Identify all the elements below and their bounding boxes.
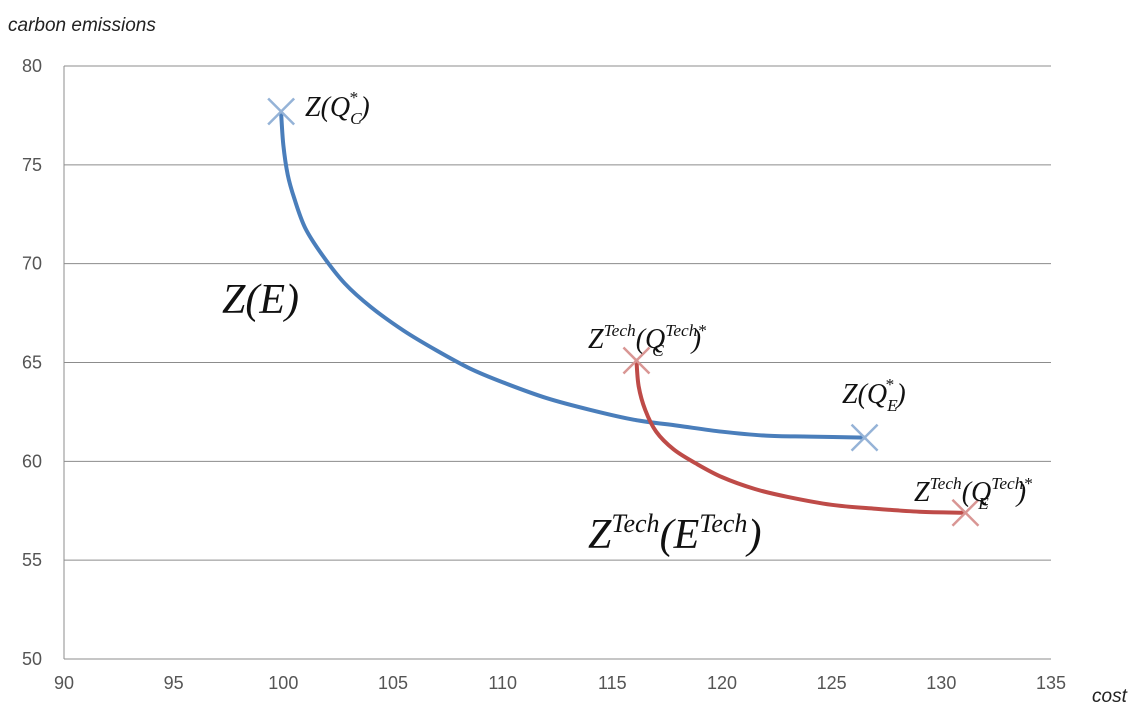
axes: [63, 66, 1051, 660]
annotation-ztech-qc: ZTech(QTech* C): [588, 321, 706, 360]
x-tick-90: 90: [54, 673, 74, 693]
x-marker-2: [850, 423, 879, 452]
annotation-z-qc: Z(QC*): [305, 88, 370, 128]
annotation-z-qe: Z(QE*): [842, 375, 906, 415]
x-tick-110: 110: [488, 673, 517, 693]
y-tick-labels: 50 55 60 65 70 75 80: [22, 56, 42, 669]
x-tick-120: 120: [707, 673, 737, 693]
x-tick-105: 105: [378, 673, 408, 693]
x-tick-135: 135: [1036, 673, 1066, 693]
y-tick-70: 70: [22, 254, 42, 274]
y-tick-80: 80: [22, 56, 42, 76]
point-markers: [267, 97, 980, 527]
x-tick-125: 125: [817, 673, 847, 693]
x-tick-130: 130: [926, 673, 956, 693]
series-lines: [279, 111, 966, 515]
y-axis-title: carbon emissions: [8, 15, 156, 36]
series-line-1: [279, 111, 867, 440]
annotation-z-e: Z(E): [222, 277, 299, 323]
x-axis-title: cost: [1092, 686, 1128, 707]
y-tick-55: 55: [22, 550, 42, 570]
x-tick-100: 100: [268, 673, 298, 693]
x-marker-4: [951, 498, 980, 527]
x-marker-1: [267, 97, 296, 126]
y-tick-50: 50: [22, 649, 42, 669]
y-tick-60: 60: [22, 451, 42, 471]
annotation-ztech-qe: ZTech(QTech* E): [914, 474, 1032, 513]
gridlines: [64, 65, 1051, 561]
x-tick-115: 115: [598, 673, 627, 693]
x-marker-3: [622, 346, 651, 375]
y-tick-75: 75: [22, 155, 42, 175]
y-tick-65: 65: [22, 353, 42, 373]
x-tick-95: 95: [164, 673, 184, 693]
annotation-ztech-e: ZTech(ETech): [588, 509, 761, 558]
x-tick-labels: 90 95 100 105 110 115 120 125 130 135: [54, 673, 1066, 693]
series-line-2: [634, 358, 966, 515]
